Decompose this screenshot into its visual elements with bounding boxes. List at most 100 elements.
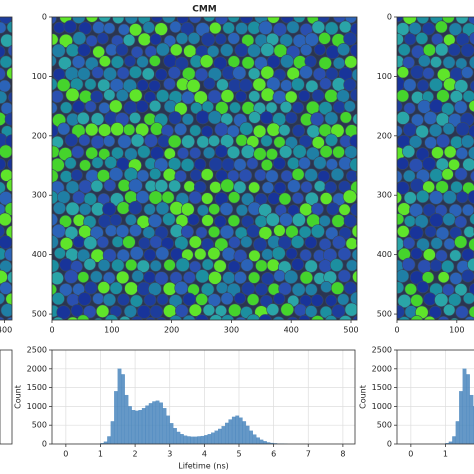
cell [273,269,286,283]
cell [410,247,423,260]
cell [70,304,84,317]
y-axis-label: Count [359,385,368,409]
x-tick-label: 8 [340,450,345,459]
cell [168,111,182,125]
cell [247,67,261,80]
cell [311,202,324,216]
cell [64,269,79,284]
cell [149,33,162,46]
cell [57,190,71,204]
cell [0,281,12,295]
cell [260,158,273,172]
cell [261,181,275,194]
cell [448,158,460,171]
cell [402,236,416,250]
cell [124,281,139,296]
cell [98,123,112,137]
cell [220,89,235,103]
cell [415,32,429,45]
cell [183,271,196,284]
cell [310,294,324,307]
cell [155,246,170,261]
cell [145,316,156,320]
cell [292,124,306,138]
cell [456,191,469,204]
cell [299,249,312,262]
cell [468,282,474,296]
cell [416,237,430,252]
cell [163,259,176,272]
image-frame [396,16,474,321]
cell [136,79,149,92]
cell [111,146,124,160]
histogram-bar [256,437,260,444]
cell [183,180,196,193]
cell [92,292,105,305]
cell [91,66,104,79]
cell [137,145,151,159]
cell [356,196,357,203]
histogram-bar [252,434,257,444]
plot-area [52,350,355,444]
cell [221,247,236,262]
cell [200,168,214,181]
cell [175,32,189,45]
cell [52,259,60,273]
cell [409,135,423,149]
cell [454,167,468,181]
cell [104,156,118,169]
x-axis-label: Lifetime (ns) [178,462,229,471]
cell [350,88,357,102]
cell [235,134,248,147]
cell [252,124,267,138]
cell [279,212,293,227]
cell [52,292,65,306]
cell [227,55,241,68]
cell [154,179,169,193]
y-tick-label: 500 [377,310,392,319]
cell [255,259,268,272]
cell [272,156,286,170]
cell [214,33,227,45]
cell [154,22,168,36]
cell [203,146,216,159]
cell [12,10,25,23]
cell [254,168,267,182]
cell [83,192,97,206]
cell [215,101,229,115]
cell [241,56,255,70]
cell [402,122,417,137]
cell [208,157,223,172]
cell [59,214,72,228]
y-tick-label: 1000 [372,402,392,411]
cell [241,192,255,206]
cell [213,259,227,273]
cell [221,157,236,172]
cell [246,293,260,306]
cell [7,44,12,57]
cell [344,55,357,69]
cell [163,34,177,48]
cell [103,67,117,81]
x-tick-label: 0 [49,326,54,335]
cell [227,260,241,274]
cell [415,124,429,139]
cell [161,17,176,24]
cell [141,67,155,81]
y-tick-label: 400 [377,250,392,259]
cell [207,110,222,125]
cell [332,57,346,70]
cell [193,180,207,194]
y-tick-label: 500 [32,421,47,430]
cell [260,42,275,57]
cell [66,316,79,320]
histogram-bar [121,374,125,444]
cell [435,180,449,194]
cell [156,293,169,306]
cell [337,247,352,261]
cell [448,22,463,36]
cell [300,181,313,194]
cell [265,212,280,227]
cell [77,292,92,306]
cell [318,101,333,116]
